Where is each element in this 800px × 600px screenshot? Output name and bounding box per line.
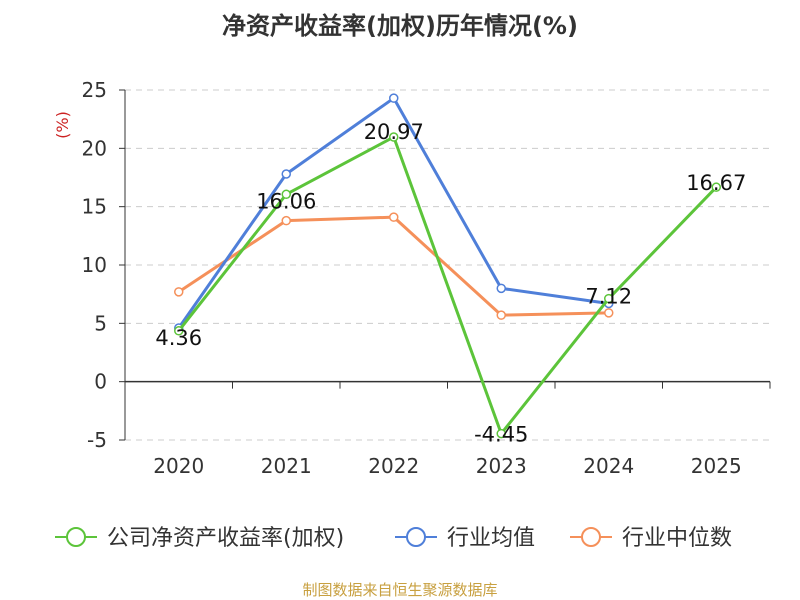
data-point — [281, 189, 291, 200]
data-label: 20.97 — [364, 120, 424, 144]
series-line — [177, 215, 609, 317]
y-tick-label: 0 — [94, 370, 107, 394]
x-tick-label: 2023 — [476, 454, 527, 478]
chart-title: 净资产收益率(加权)历年情况(%) — [222, 12, 578, 40]
legend-label: 公司净资产收益率(加权) — [107, 526, 344, 551]
y-tick-label: 25 — [82, 78, 107, 102]
data-point — [281, 215, 291, 226]
y-axis-label: (%) — [53, 111, 72, 139]
data-label: 16.06 — [256, 189, 316, 213]
y-tick-label: 10 — [82, 253, 107, 277]
data-point — [389, 93, 399, 103]
x-tick-label: 2025 — [691, 454, 742, 478]
data-point — [604, 308, 614, 318]
data-label: 16.67 — [686, 171, 746, 195]
data-point — [281, 169, 291, 179]
legend-swatch-marker — [581, 527, 601, 547]
data-point — [389, 132, 399, 142]
data-point — [496, 428, 506, 439]
y-tick-label: 20 — [82, 136, 107, 160]
legend-swatch-marker — [406, 527, 426, 547]
data-source-note: 制图数据来自恒生聚源数据库 — [302, 581, 498, 599]
y-tick-label: -5 — [87, 428, 107, 452]
data-point — [174, 287, 184, 297]
data-label: -4.45 — [474, 423, 528, 447]
x-tick-label: 2022 — [368, 454, 419, 478]
legend-label: 行业均值 — [447, 526, 535, 551]
data-label: 4.36 — [155, 326, 202, 350]
y-tick-label: 5 — [94, 311, 107, 335]
data-point — [389, 212, 399, 222]
x-tick-label: 2024 — [583, 454, 634, 478]
y-tick-label: 15 — [82, 195, 107, 219]
data-point — [496, 310, 506, 320]
legend-label: 行业中位数 — [622, 526, 732, 551]
x-tick-label: 2021 — [261, 454, 312, 478]
legend-swatch-marker — [66, 527, 86, 547]
series-line — [177, 135, 718, 436]
x-tick-label: 2020 — [153, 454, 204, 478]
data-point — [496, 283, 506, 294]
data-point — [174, 326, 184, 336]
data-point — [711, 182, 721, 192]
data-label: 7.12 — [585, 285, 632, 309]
data-point — [604, 293, 614, 304]
